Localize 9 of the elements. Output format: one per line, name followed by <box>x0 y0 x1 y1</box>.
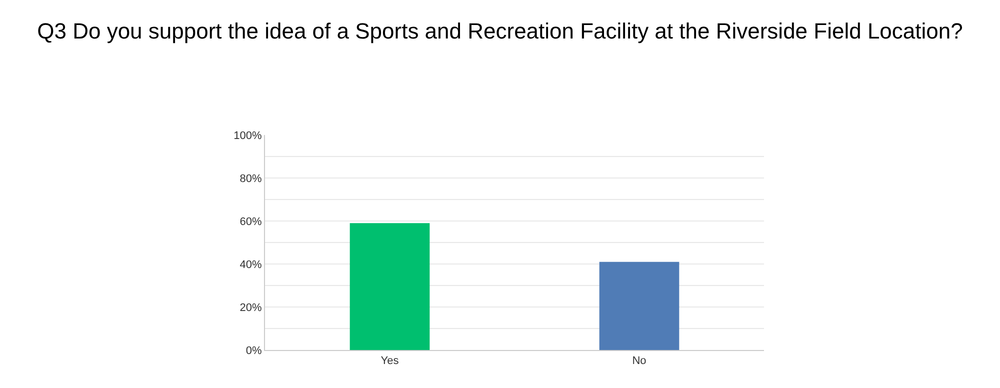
y-tick-label: 0% <box>246 344 262 357</box>
chart-title: Q3 Do you support the idea of a Sports and Recreation Facility at the Riverside Field Location? <box>37 18 963 44</box>
y-tick-label: 60% <box>240 216 262 228</box>
x-tick-label: Yes <box>380 355 400 368</box>
x-tick-label: No <box>632 355 646 368</box>
y-tick-label: 100% <box>234 130 262 142</box>
y-tick-label: 40% <box>240 258 262 271</box>
y-tick-label: 80% <box>240 172 262 185</box>
y-tick-label: 20% <box>240 302 262 314</box>
